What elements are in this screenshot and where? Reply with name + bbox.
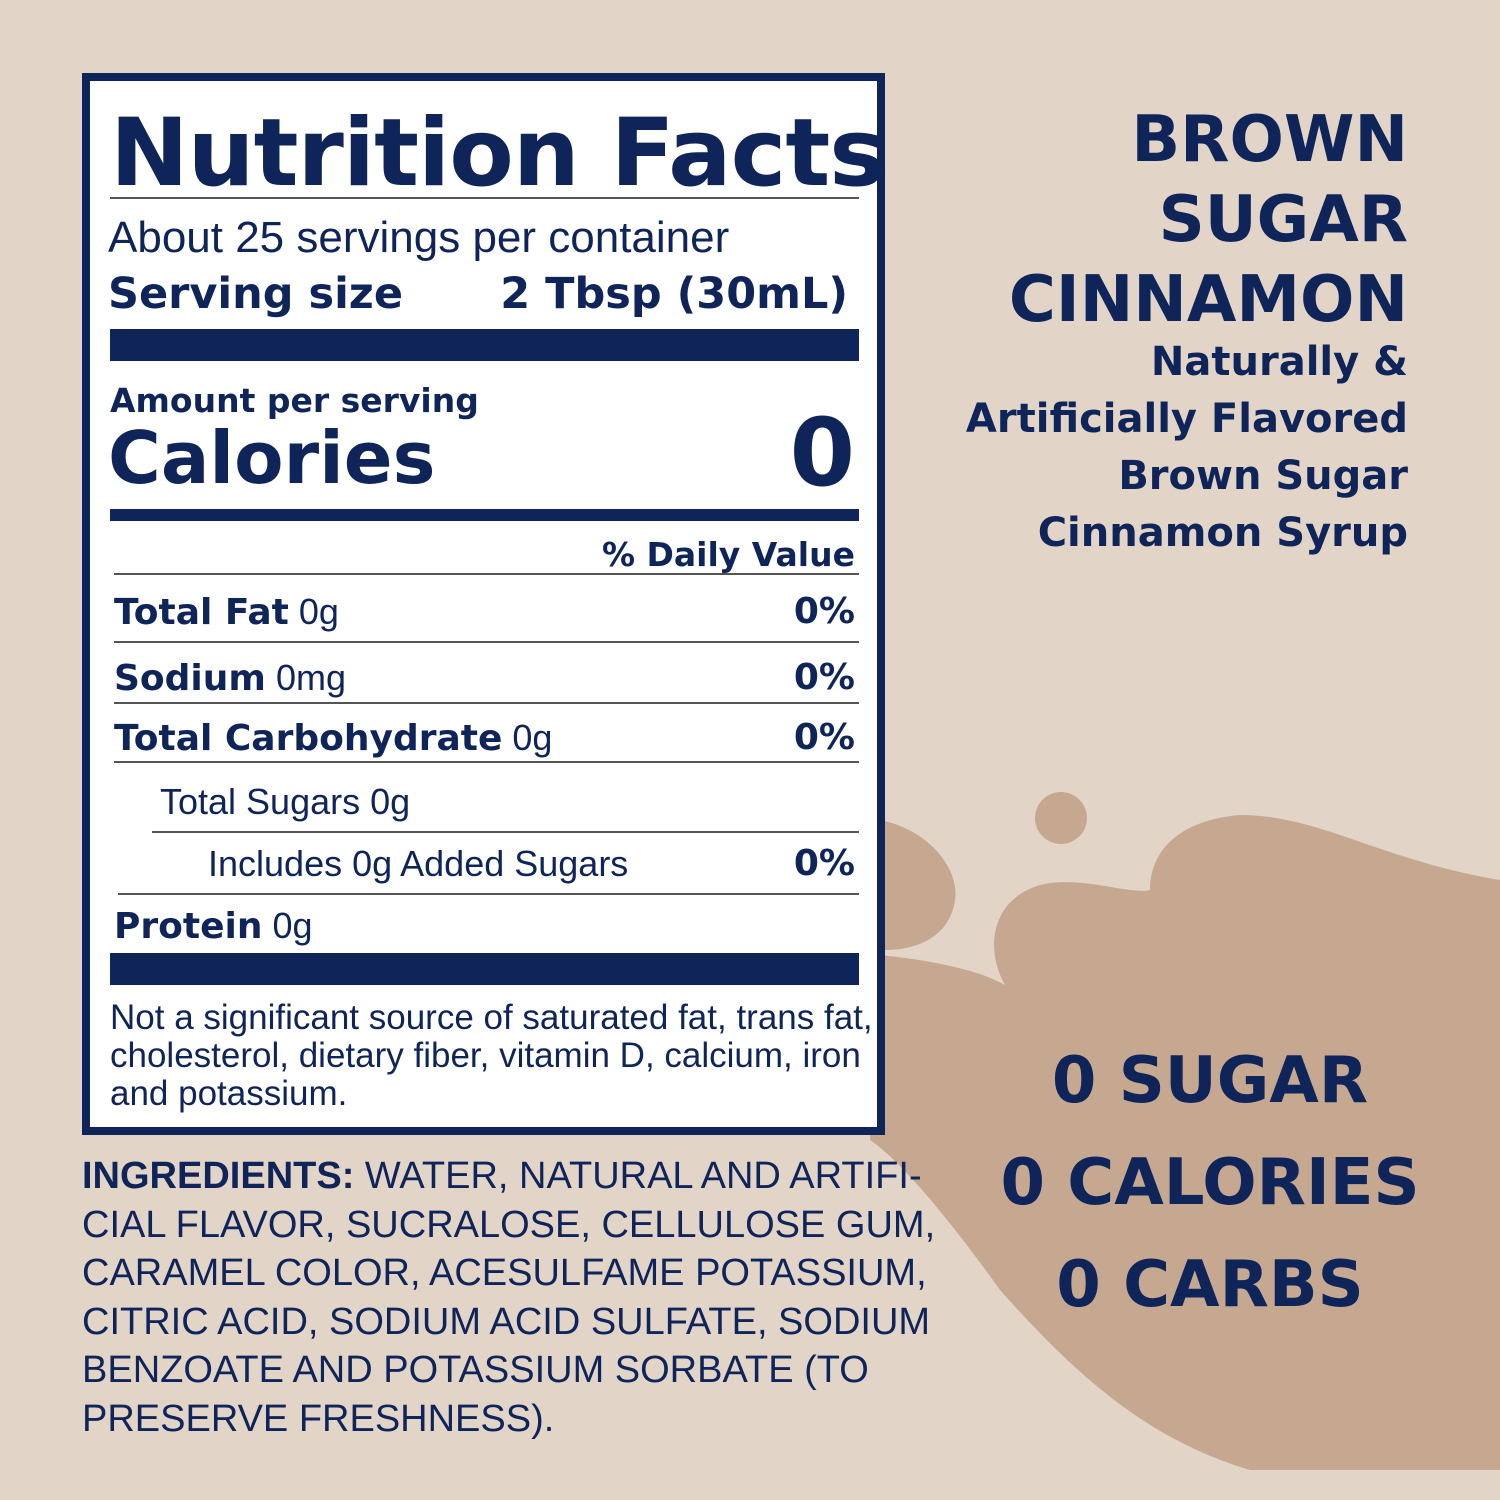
nutrient-amount: 0g (298, 591, 339, 632)
serving-size-value: 2 Tbsp (30mL) (500, 269, 848, 319)
nutrition-facts-panel: Nutrition Facts About 25 servings per co… (82, 73, 885, 1135)
ingredients: INGREDIENTS: WATER, NATURAL AND ARTIFI-C… (82, 1152, 962, 1443)
servings-per-container: About 25 servings per container (108, 213, 730, 262)
divider (114, 641, 859, 643)
divider (114, 702, 859, 704)
nutrient-row-total-sugars: Total Sugars 0g (160, 781, 855, 823)
ingredients-label: INGREDIENTS: (82, 1155, 355, 1197)
product-claims: 0 SUGAR 0 CALORIES 0 CARBS (1000, 1030, 1420, 1336)
nutrient-name: Protein (114, 906, 263, 947)
nutrient-row-added-sugars: Includes 0g Added Sugars 0% (208, 843, 855, 885)
nutrient-name: Total Carbohydrate (114, 718, 503, 759)
thick-divider (110, 953, 859, 985)
claim-calories: 0 CALORIES (1000, 1146, 1420, 1220)
divider (114, 761, 859, 763)
product-name: BROWN SUGAR CINNAMON (1009, 100, 1408, 340)
description-line: Brown Sugar (1118, 453, 1408, 499)
amount-per-serving: Amount per serving (110, 381, 479, 420)
product-name-line: BROWN (1131, 103, 1408, 177)
nutrient-row-total-fat: Total Fat 0g 0% (114, 591, 855, 633)
product-name-line: CINNAMON (1008, 263, 1408, 337)
nutrient-dv: 0% (793, 843, 855, 884)
nutrient-row-protein: Protein 0g (114, 905, 855, 947)
description-line: Artificially Flavored (965, 396, 1408, 442)
footnote: Not a significant source of saturated fa… (110, 998, 873, 1113)
nutrient-dv: 0% (793, 657, 855, 698)
claim-carbs: 0 CARBS (1056, 1248, 1364, 1322)
nutrient-amount: 0mg (275, 657, 346, 698)
nutrient-amount: Includes 0g Added Sugars (208, 843, 629, 884)
nutrient-dv: 0% (793, 591, 855, 632)
claim-sugar: 0 SUGAR (1051, 1044, 1369, 1118)
description-line: Naturally & (1150, 339, 1408, 385)
thick-divider (110, 329, 859, 361)
nutrient-amount: Total Sugars 0g (160, 781, 411, 822)
product-description: Naturally & Artificially Flavored Brown … (966, 334, 1408, 562)
description-line: Cinnamon Syrup (1037, 510, 1408, 556)
divider (152, 831, 859, 833)
serving-size: Serving size 2 Tbsp (30mL) (108, 269, 848, 319)
medium-divider (110, 509, 859, 521)
daily-value-header: % Daily Value (601, 535, 855, 574)
nutrition-title: Nutrition Facts (110, 99, 885, 208)
calories-value: 0 (789, 399, 855, 508)
nutrient-name: Total Fat (114, 592, 289, 633)
divider (110, 197, 859, 199)
ingredients-text: WATER, NATURAL AND ARTIFI-CIAL FLAVOR, S… (82, 1155, 936, 1440)
calories-label: Calories (108, 416, 436, 500)
nutrient-amount: 0g (272, 905, 313, 946)
divider (118, 893, 859, 895)
divider (114, 573, 859, 575)
nutrient-row-sodium: Sodium 0mg 0% (114, 657, 855, 699)
product-name-line: SUGAR (1158, 183, 1408, 257)
nutrient-dv: 0% (793, 717, 855, 758)
nutrient-name: Sodium (114, 658, 266, 699)
nutrient-row-total-carbohydrate: Total Carbohydrate 0g 0% (114, 717, 855, 759)
nutrient-amount: 0g (512, 717, 553, 758)
serving-size-label: Serving size (108, 269, 403, 319)
